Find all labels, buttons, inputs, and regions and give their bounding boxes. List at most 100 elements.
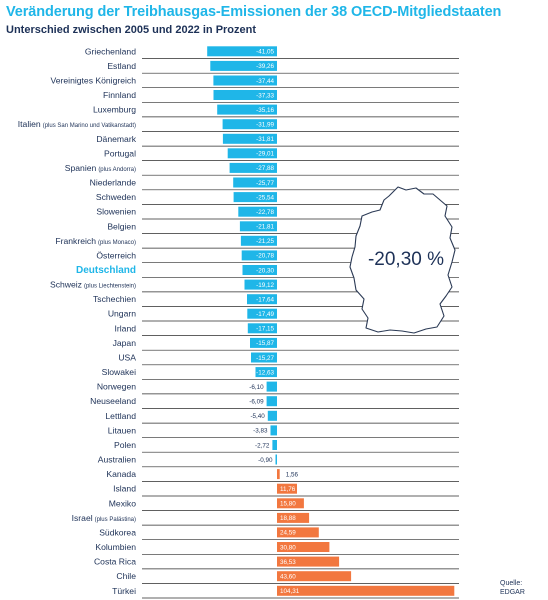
category-label: Spanien (plus Andorra) (65, 163, 136, 173)
bar-value-label: 18,88 (280, 515, 296, 522)
category-name: Griechenland (85, 46, 136, 56)
category-label: Griechenland (85, 46, 136, 56)
source-name: EDGAR (500, 588, 525, 596)
bar (250, 337, 277, 348)
category-label: Finnland (103, 90, 136, 100)
category-label: Lettland (105, 411, 136, 421)
bar-value-label: -29,01 (256, 151, 274, 158)
category-label: Frankreich (plus Monaco) (55, 236, 136, 246)
category-name: Spanien (65, 163, 97, 173)
category-name: Österreich (96, 250, 136, 260)
category-name: Norwegen (97, 382, 136, 392)
bar (247, 308, 277, 319)
bar-value-label: 1,56 (286, 471, 299, 478)
bar-value-label: -22,78 (256, 209, 274, 216)
bar-value-label: -20,78 (256, 253, 274, 260)
category-label: Kanada (106, 469, 136, 479)
category-name: Südkorea (99, 527, 136, 537)
category-label: USA (118, 353, 136, 363)
category-name: Australien (98, 455, 136, 465)
category-name: Frankreich (55, 236, 96, 246)
bar-value-label: -0,90 (258, 457, 273, 464)
bar (275, 454, 277, 465)
bar (241, 250, 277, 261)
bar-value-label: -20,30 (256, 267, 274, 274)
category-name: Italien (18, 119, 41, 129)
bar-value-label: 104,31 (280, 588, 300, 595)
bar (233, 192, 277, 203)
category-name: Japan (113, 338, 137, 348)
bar (213, 90, 277, 100)
bar-value-label: -12,63 (256, 369, 274, 376)
bar (277, 527, 319, 538)
bar-value-label: 11,76 (280, 486, 296, 493)
source-note: Quelle: EDGAR (500, 580, 525, 597)
category-name: Costa Rica (94, 557, 136, 567)
bar-value-label: -41,05 (256, 49, 274, 56)
germany-map-outline (349, 186, 456, 334)
category-label: Belgien (107, 221, 136, 231)
category-label: Südkorea (99, 527, 136, 537)
bar-value-label: -17,49 (256, 311, 274, 318)
bar (222, 133, 277, 144)
category-note: (plus Liechtenstein) (84, 284, 136, 290)
bar-value-label: -37,33 (256, 92, 274, 99)
bar (227, 148, 277, 159)
category-label: Estland (107, 61, 136, 71)
category-label: Slowakei (102, 367, 136, 377)
category-label: Türkei (112, 586, 136, 596)
bar (213, 75, 277, 86)
category-label: Kolumbien (95, 542, 136, 552)
bar (210, 60, 277, 71)
category-label: Mexiko (109, 498, 136, 508)
bar-value-label: -31,99 (256, 122, 274, 129)
category-label: Israel (plus Palästina) (72, 513, 136, 523)
category-label: Luxemburg (93, 105, 136, 115)
category-label: Costa Rica (94, 557, 136, 567)
category-name: Tschechien (93, 294, 136, 304)
bar-value-label: 24,59 (280, 530, 296, 537)
category-label: Dänemark (96, 134, 136, 144)
category-label: Portugal (104, 148, 136, 158)
category-note: (plus Monaco) (98, 240, 136, 246)
category-name: Slowakei (102, 367, 136, 377)
category-name: Kanada (106, 469, 136, 479)
category-label: Vereinigtes Königreich (50, 76, 136, 86)
bar (242, 265, 277, 275)
bar-value-label: -17,64 (256, 297, 274, 304)
category-note: (plus San Marino und Vatikanstadt) (43, 123, 136, 129)
category-name: Slowenien (96, 207, 136, 217)
bar (266, 381, 277, 392)
category-label: Polen (114, 440, 136, 450)
category-name: Dänemark (96, 134, 136, 144)
germany-map-icon: -20,30 % (349, 186, 456, 334)
category-label: Ungarn (108, 309, 136, 319)
category-label: Chile (116, 571, 136, 581)
bar (272, 440, 277, 450)
bar (267, 410, 277, 421)
category-name: Belgien (107, 221, 136, 231)
bar (233, 177, 277, 188)
category-name: Israel (72, 513, 93, 523)
category-name: Ungarn (108, 309, 136, 319)
bar-value-label: -3,83 (253, 428, 268, 435)
bar (266, 396, 277, 407)
category-label: Litauen (108, 425, 136, 435)
bar-value-label: -21,81 (256, 224, 274, 231)
bar (244, 279, 277, 290)
bar-value-label: -39,26 (256, 63, 274, 70)
bar (277, 512, 310, 523)
category-label: Irland (115, 323, 137, 333)
category-name: Deutschland (76, 265, 136, 276)
bar (277, 542, 330, 552)
bar (277, 498, 304, 509)
bar (277, 571, 352, 582)
category-name: Niederlande (90, 178, 137, 188)
chart-subtitle: Unterschied zwischen 2005 und 2022 in Pr… (6, 24, 257, 36)
bar-value-label: 43,60 (280, 574, 296, 581)
bar (247, 294, 277, 305)
bar-value-label: -5,40 (250, 413, 265, 420)
category-label: Österreich (96, 250, 136, 260)
category-name: Vereinigtes Königreich (50, 76, 136, 86)
